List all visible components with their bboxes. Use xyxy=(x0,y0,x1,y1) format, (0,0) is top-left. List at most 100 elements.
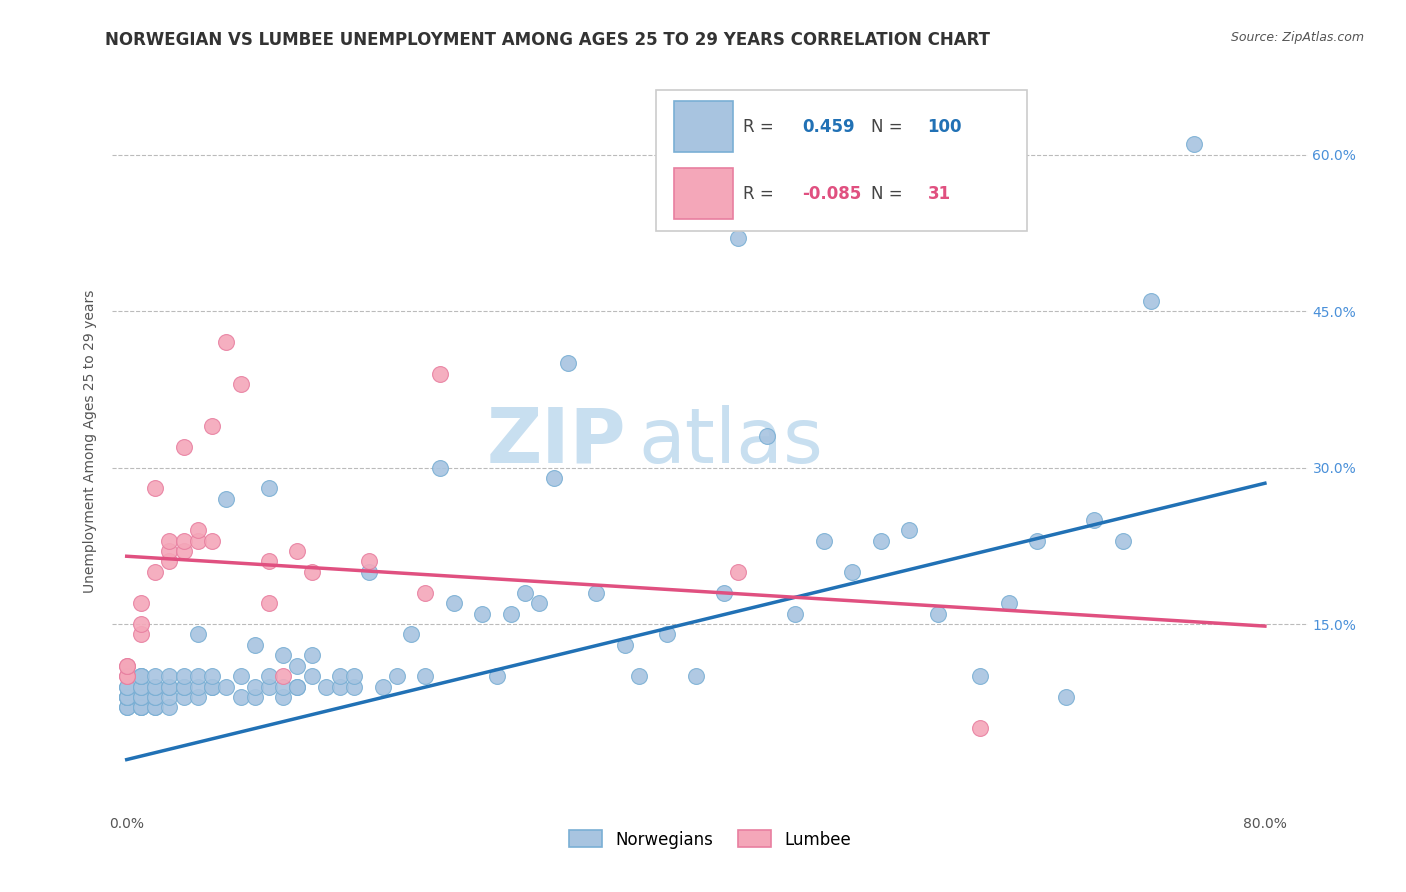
Point xyxy=(129,700,152,714)
Text: 100: 100 xyxy=(928,118,962,136)
Point xyxy=(287,658,309,673)
Point xyxy=(115,680,138,694)
Point xyxy=(229,690,252,704)
Point xyxy=(143,700,166,714)
Point xyxy=(129,700,152,714)
Point xyxy=(115,700,138,714)
Text: R =: R = xyxy=(744,118,779,136)
Point xyxy=(129,690,152,704)
Point xyxy=(257,669,280,683)
Text: R =: R = xyxy=(744,185,779,202)
Point xyxy=(129,680,152,694)
Point xyxy=(415,669,437,683)
Point xyxy=(301,648,323,663)
Point xyxy=(357,554,380,568)
Point xyxy=(243,638,266,652)
Point xyxy=(357,565,380,579)
Point xyxy=(271,669,294,683)
Point xyxy=(727,565,749,579)
Point xyxy=(157,533,180,548)
Point xyxy=(371,680,394,694)
Point xyxy=(785,607,807,621)
Point xyxy=(143,680,166,694)
Point xyxy=(627,669,650,683)
Point xyxy=(443,596,465,610)
Point xyxy=(187,533,209,548)
Point xyxy=(157,554,180,568)
Point xyxy=(657,627,679,641)
Point xyxy=(557,356,579,370)
Point xyxy=(173,440,195,454)
Text: NORWEGIAN VS LUMBEE UNEMPLOYMENT AMONG AGES 25 TO 29 YEARS CORRELATION CHART: NORWEGIAN VS LUMBEE UNEMPLOYMENT AMONG A… xyxy=(105,31,990,49)
Point xyxy=(257,554,280,568)
Point xyxy=(143,680,166,694)
Point xyxy=(115,680,138,694)
Point xyxy=(543,471,565,485)
Point xyxy=(115,690,138,704)
Point xyxy=(129,627,152,641)
Point xyxy=(1182,137,1205,152)
Point xyxy=(115,690,138,704)
Text: 31: 31 xyxy=(928,185,950,202)
Point xyxy=(129,596,152,610)
Point xyxy=(727,231,749,245)
Point xyxy=(343,669,366,683)
Point xyxy=(813,533,835,548)
Point xyxy=(485,669,508,683)
Point xyxy=(187,523,209,537)
Point xyxy=(129,669,152,683)
Point xyxy=(301,565,323,579)
Point xyxy=(229,669,252,683)
Text: 0.459: 0.459 xyxy=(801,118,855,136)
Point xyxy=(499,607,522,621)
Point xyxy=(115,690,138,704)
Point xyxy=(129,617,152,632)
Point xyxy=(129,690,152,704)
Point xyxy=(585,586,607,600)
Point xyxy=(129,669,152,683)
Point xyxy=(215,335,238,350)
Point xyxy=(143,700,166,714)
Point xyxy=(898,523,921,537)
Point xyxy=(115,658,138,673)
Point xyxy=(287,544,309,558)
Text: N =: N = xyxy=(872,185,908,202)
Point xyxy=(271,648,294,663)
Point xyxy=(201,680,224,694)
Point xyxy=(129,680,152,694)
Point xyxy=(173,690,195,704)
Point xyxy=(257,596,280,610)
FancyBboxPatch shape xyxy=(675,102,733,153)
Point xyxy=(143,482,166,496)
Point xyxy=(1083,513,1105,527)
Point xyxy=(173,533,195,548)
Point xyxy=(1111,533,1133,548)
Text: -0.085: -0.085 xyxy=(801,185,862,202)
Legend: Norwegians, Lumbee: Norwegians, Lumbee xyxy=(562,823,858,855)
Point xyxy=(301,669,323,683)
Point xyxy=(187,690,209,704)
Point xyxy=(215,491,238,506)
Point xyxy=(998,596,1021,610)
Point xyxy=(157,700,180,714)
Point xyxy=(1140,293,1163,308)
Point xyxy=(329,669,352,683)
Point xyxy=(201,680,224,694)
Text: atlas: atlas xyxy=(638,405,823,478)
Point xyxy=(271,690,294,704)
Y-axis label: Unemployment Among Ages 25 to 29 years: Unemployment Among Ages 25 to 29 years xyxy=(83,290,97,593)
Point xyxy=(1054,690,1077,704)
Point xyxy=(869,533,891,548)
Point xyxy=(157,680,180,694)
Point xyxy=(243,690,266,704)
Text: N =: N = xyxy=(872,118,908,136)
Point xyxy=(229,377,252,392)
FancyBboxPatch shape xyxy=(675,168,733,219)
Point xyxy=(343,680,366,694)
Point xyxy=(157,690,180,704)
Point xyxy=(385,669,408,683)
Point xyxy=(529,596,551,610)
Point xyxy=(329,680,352,694)
Point xyxy=(187,680,209,694)
Point xyxy=(187,669,209,683)
